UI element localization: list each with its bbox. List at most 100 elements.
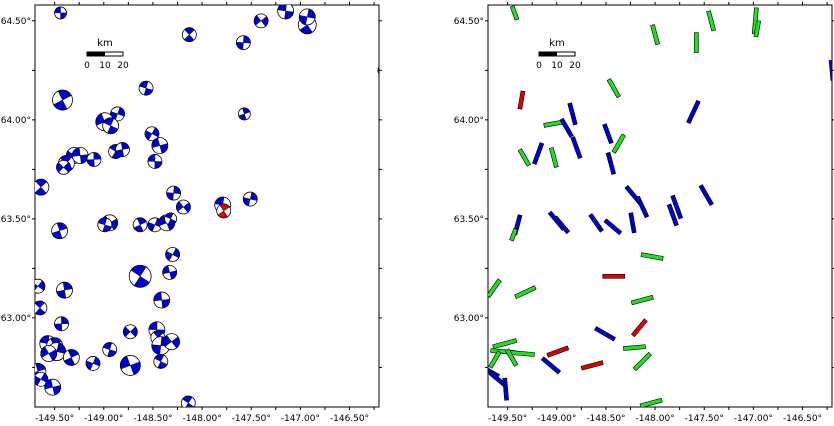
orientation-bar xyxy=(594,326,616,342)
beachball-compression xyxy=(243,192,258,207)
orientation-bar xyxy=(602,123,614,145)
orientation-bar xyxy=(635,195,650,219)
beachball-compression xyxy=(130,265,150,288)
beachball-compression xyxy=(40,346,57,361)
beachball-compression xyxy=(236,35,251,50)
beachball xyxy=(35,300,48,316)
x-tick-label: -149.00° xyxy=(84,414,123,424)
left-scalebar-tick-10: 10 xyxy=(99,61,111,71)
beachball-compression xyxy=(238,107,251,121)
beachball xyxy=(298,8,316,26)
beachball xyxy=(242,191,258,207)
orientation-bar xyxy=(622,344,646,351)
orientation-bar xyxy=(559,117,574,138)
beachball xyxy=(235,35,251,51)
orientation-bar xyxy=(611,133,626,154)
orientation-bar xyxy=(509,228,518,242)
beachball-compression xyxy=(182,395,195,407)
beachball xyxy=(147,154,163,169)
beachball-compression xyxy=(147,154,163,169)
left-scalebar-unit: km xyxy=(97,38,113,49)
beachball xyxy=(162,264,178,280)
beachball xyxy=(102,342,118,357)
orientation-bar xyxy=(588,213,604,233)
beachball-compression xyxy=(277,5,294,20)
x-tick-label: -148.00° xyxy=(182,414,221,424)
orientation-bar xyxy=(606,78,621,99)
beachball xyxy=(138,80,154,96)
orientation-bar xyxy=(546,345,570,358)
beachball-compression xyxy=(115,142,130,157)
left-map-frame xyxy=(34,4,380,408)
beachball-compression xyxy=(56,162,71,173)
orientation-bar xyxy=(694,32,699,53)
orientation-bar xyxy=(628,212,637,234)
x-tick-label: -147.50° xyxy=(232,414,271,424)
orientation-bar xyxy=(509,5,520,21)
left-scalebar-tick-20: 20 xyxy=(117,61,129,71)
orientation-bar xyxy=(502,377,509,401)
beachball-compression xyxy=(176,201,191,213)
beachball xyxy=(132,217,148,233)
orientation-bar xyxy=(548,146,559,169)
beachball xyxy=(110,106,125,122)
orientation-bar xyxy=(639,397,663,407)
beachball-compression xyxy=(299,8,316,25)
beachball xyxy=(44,378,62,396)
right-scalebar-unit: km xyxy=(549,38,565,49)
beachball-compression xyxy=(53,89,72,111)
beachball-compression xyxy=(56,281,73,299)
orientation-bar xyxy=(630,294,654,306)
beachball xyxy=(163,333,181,351)
orientation-bar xyxy=(828,59,832,81)
orientation-bar xyxy=(570,136,583,159)
beachball xyxy=(164,212,178,226)
orientation-bar xyxy=(567,102,578,126)
beachball-compression xyxy=(54,316,69,332)
beachball-compression xyxy=(153,291,170,309)
beachball xyxy=(180,395,196,407)
left-map-panel: -149.50° -149.00° -148.50° -148.00° -147.50°… xyxy=(1,2,382,424)
beachball-compression xyxy=(123,326,138,337)
beachball xyxy=(128,264,152,288)
orientation-bar xyxy=(670,194,684,220)
beachball xyxy=(35,178,50,196)
x-tick-label: -147.00° xyxy=(734,414,773,424)
x-tick-label: -148.50° xyxy=(586,414,625,424)
beachball-compression xyxy=(120,355,141,376)
right-scalebar-tick-20: 20 xyxy=(569,61,581,71)
right-bar-layer xyxy=(488,5,832,407)
orientation-bar xyxy=(532,142,545,165)
beachball-compression xyxy=(217,203,230,219)
right-scalebar: km 0 10 20 xyxy=(536,38,581,71)
beachball xyxy=(253,13,269,29)
orientation-bar xyxy=(632,351,652,372)
left-map-ticks: -149.50° -149.00° -148.50° -148.00° -147.50°… xyxy=(1,2,382,424)
orientation-bar xyxy=(603,218,623,236)
beachball xyxy=(153,354,169,369)
beachball-compression xyxy=(44,379,61,396)
x-tick-label: -149.50° xyxy=(35,414,74,424)
right-scalebar-tick-0: 0 xyxy=(536,61,542,71)
y-tick-label: 63.00° xyxy=(454,314,484,324)
beachball-compression xyxy=(139,80,154,96)
beachball-compression xyxy=(86,152,102,167)
beachball-compression xyxy=(97,217,112,233)
beachball xyxy=(122,324,138,340)
orientation-bar xyxy=(686,99,701,125)
beachball-compression xyxy=(163,334,180,349)
beachball xyxy=(54,6,67,20)
beachball-compression xyxy=(35,280,46,291)
beachball xyxy=(165,247,181,262)
orientation-bar xyxy=(488,278,502,298)
beachball xyxy=(166,185,181,201)
beachball xyxy=(102,117,120,135)
orientation-bar xyxy=(630,318,648,338)
beachball xyxy=(119,355,141,376)
beachball xyxy=(86,152,102,167)
beachball-compression xyxy=(35,300,46,316)
beachball xyxy=(51,222,68,240)
y-tick-label: 64.00° xyxy=(1,116,31,126)
beachball xyxy=(115,142,130,157)
